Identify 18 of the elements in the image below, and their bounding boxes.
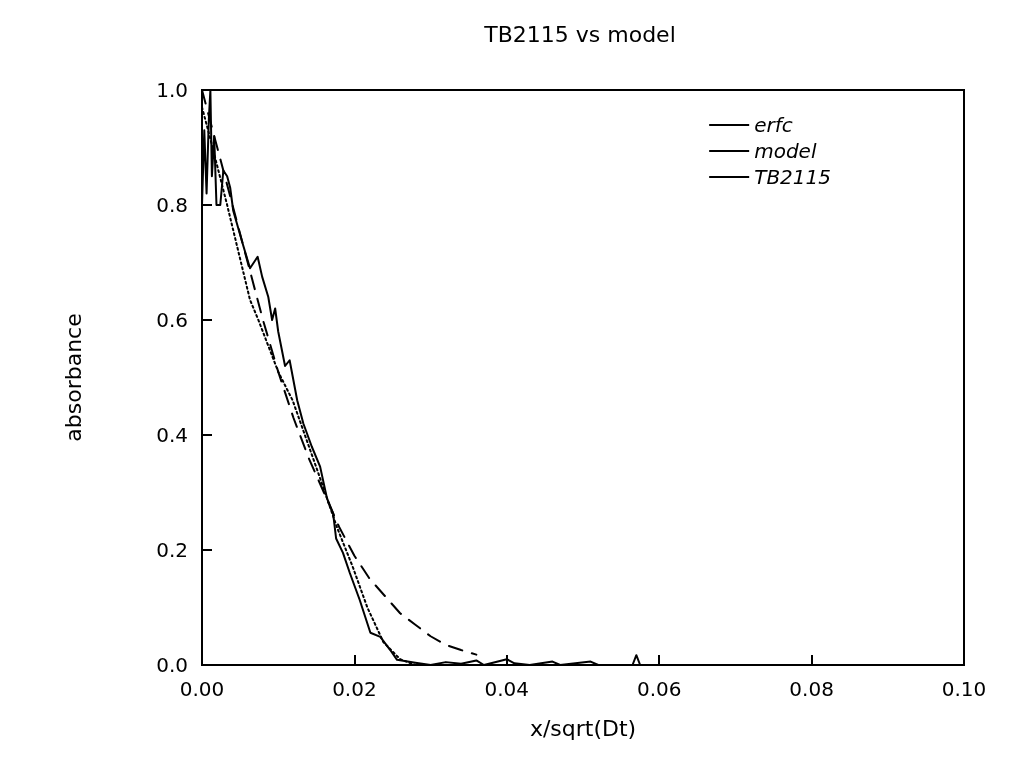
legend-label: erfc xyxy=(754,113,793,137)
y-tick-label: 0.0 xyxy=(156,653,188,677)
x-tick-label: 0.04 xyxy=(484,677,530,701)
y-tick-label: 0.4 xyxy=(156,423,188,447)
y-tick-label: 1.0 xyxy=(156,78,188,102)
chart-title: TB2115 vs model xyxy=(483,21,676,47)
y-tick-label: 0.8 xyxy=(156,193,188,217)
y-tick-label: 0.6 xyxy=(156,308,188,332)
x-tick-label: 0.02 xyxy=(332,677,377,701)
legend-label: TB2115 xyxy=(754,165,832,189)
y-tick-label: 0.2 xyxy=(156,538,188,562)
x-tick-label: 0.08 xyxy=(789,677,834,701)
x-tick-label: 0.10 xyxy=(941,677,987,701)
x-tick-label: 0.06 xyxy=(636,677,682,701)
legend-label: model xyxy=(754,139,817,163)
y-axis-title: absorbance xyxy=(60,313,86,442)
x-axis-title: x/sqrt(Dt) xyxy=(529,715,637,741)
x-tick-label: 0.00 xyxy=(179,677,225,701)
